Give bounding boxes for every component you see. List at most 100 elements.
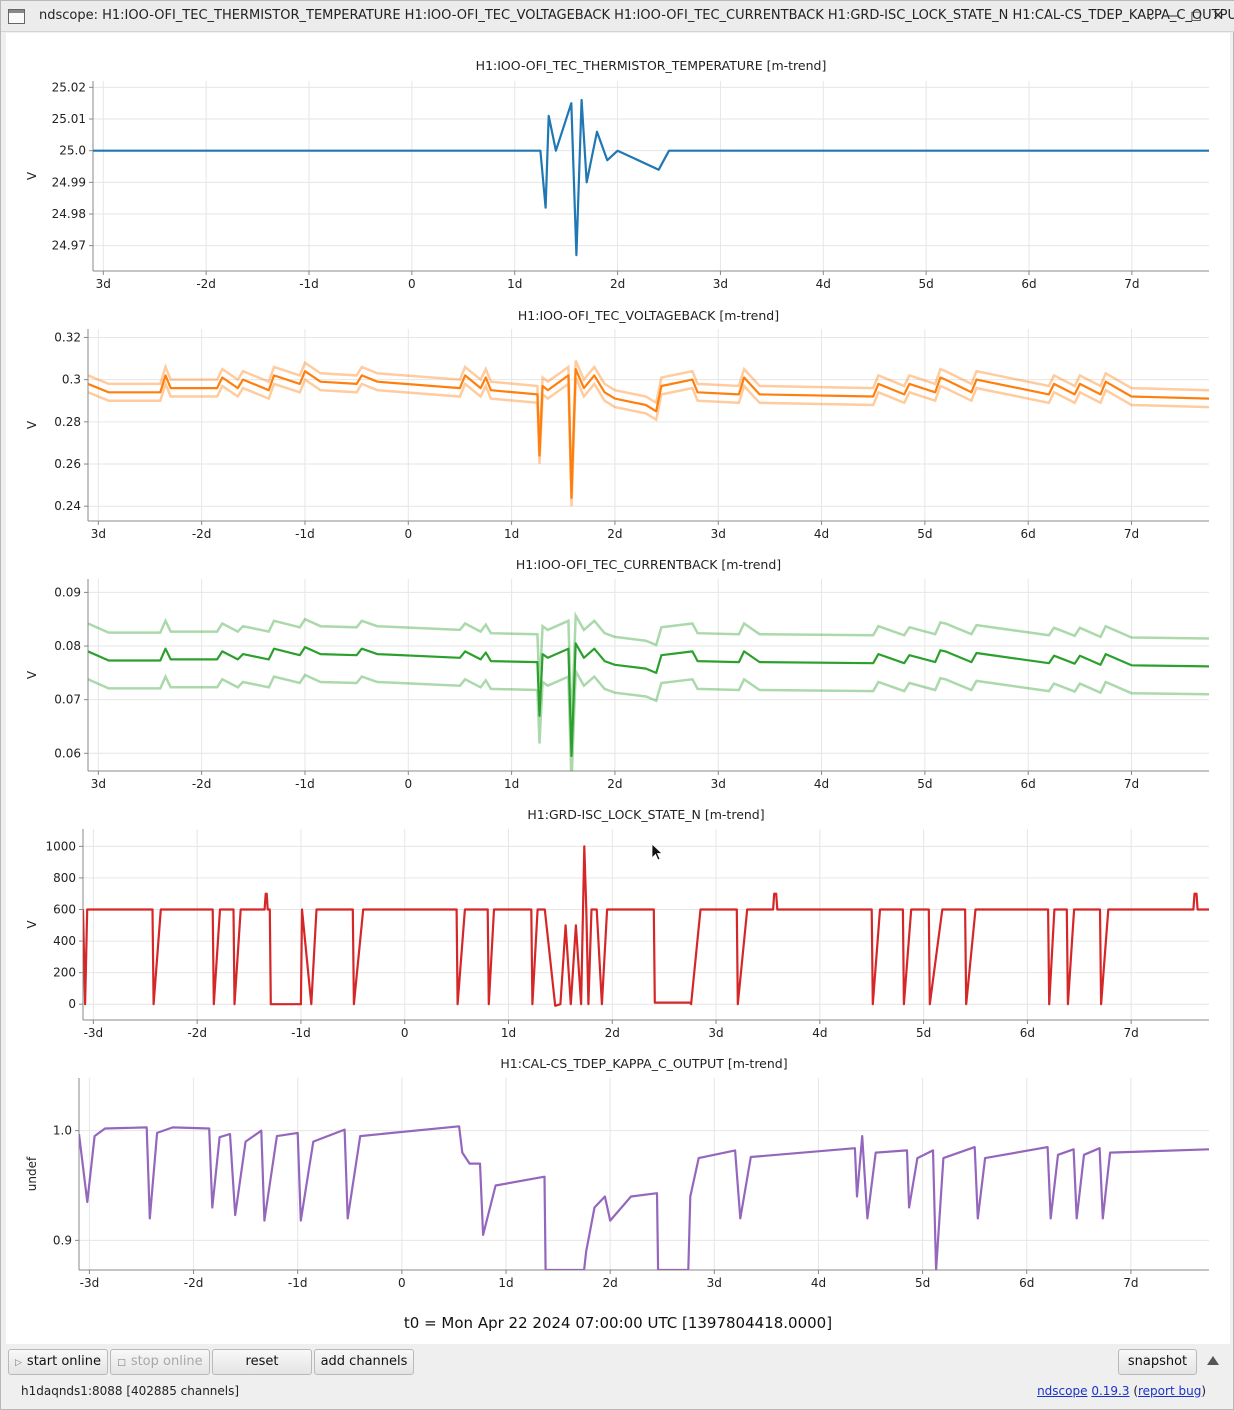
series-max-band [88, 360, 1209, 490]
x-tick-label: 7d [1124, 777, 1139, 791]
x-tick-label: 3d [96, 277, 111, 291]
y-tick-label: 24.97 [52, 239, 86, 253]
y-axis-label: V [25, 920, 39, 929]
x-tick-label: 4d [814, 777, 829, 791]
x-tick-label: 1d [507, 277, 522, 291]
y-axis-label: V [25, 670, 39, 679]
x-tick-label: 2d [607, 777, 622, 791]
x-tick-label: 2d [610, 277, 625, 291]
stop-online-button[interactable]: □ stop online [110, 1349, 210, 1375]
play-icon: ▷ [15, 1358, 22, 1368]
y-tick-label: 24.99 [52, 175, 86, 189]
y-tick-label: 0.26 [54, 457, 81, 471]
x-tick-label: -2d [192, 527, 212, 541]
maximize-icon[interactable]: ◻ [1190, 8, 1202, 24]
x-tick-label: 4d [812, 1026, 827, 1040]
y-tick-label: 0 [68, 997, 76, 1011]
x-tick-label: -3d [80, 1276, 100, 1290]
x-tick-label: 4d [811, 1276, 826, 1290]
x-tick-label: 4d [816, 277, 831, 291]
x-tick-label: 1d [504, 527, 519, 541]
start-online-label: start online [26, 1354, 101, 1369]
chart-title: H1:GRD-ISC_LOCK_STATE_N [m-trend] [527, 807, 764, 822]
y-tick-label: 600 [53, 903, 76, 917]
series-line [93, 98, 1209, 257]
x-tick-label: 6d [1021, 277, 1036, 291]
stop-icon: □ [117, 1358, 126, 1368]
x-tick-label: 3d [91, 527, 106, 541]
x-tick-label: 3d [713, 277, 728, 291]
y-tick-label: 400 [53, 934, 76, 948]
x-tick-label: -1d [299, 277, 319, 291]
start-online-button[interactable]: ▷ start online [8, 1349, 108, 1375]
chart-panel-1: H1:IOO-OFI_TEC_THERMISTOR_TEMPERATURE [m… [25, 58, 1209, 291]
x-tick-label: 7d [1124, 277, 1139, 291]
x-tick-label: 3d [711, 527, 726, 541]
series-line [83, 845, 1209, 1007]
x-tick-label: 5d [915, 1276, 930, 1290]
x-tick-label: 5d [917, 777, 932, 791]
y-axis-label: V [25, 420, 39, 429]
y-tick-label: 24.98 [52, 207, 86, 221]
x-tick-label: 5d [917, 527, 932, 541]
chart-panel-4: H1:GRD-ISC_LOCK_STATE_N [m-trend] V 0 200 40… [25, 807, 1209, 1040]
version-link[interactable]: 0.19.3 [1091, 1384, 1130, 1398]
x-tick-label: 6d [1021, 527, 1036, 541]
snapshot-button[interactable]: snapshot [1118, 1349, 1197, 1375]
server-status: h1daqnds1:8088 [402885 channels] [21, 1384, 240, 1398]
x-tick-label: 4d [814, 527, 829, 541]
chevron-down-icon[interactable]: ⌄ [1145, 8, 1157, 24]
x-tick-label: 0 [401, 1026, 409, 1040]
app-info: ndscope 0.19.3 (report bug) [1037, 1384, 1206, 1398]
chart-title: H1:IOO-OFI_TEC_THERMISTOR_TEMPERATURE [m… [476, 58, 827, 73]
stop-online-label: stop online [130, 1354, 203, 1369]
report-bug-link[interactable]: report bug [1138, 1384, 1202, 1398]
y-tick-label: 800 [53, 871, 76, 885]
x-tick-label: 3d [711, 777, 726, 791]
x-tick-label: 0 [404, 527, 412, 541]
series-line [79, 1125, 1209, 1270]
x-tick-label: -2d [192, 777, 212, 791]
series-min-band [88, 377, 1209, 507]
series-max-band [88, 611, 1209, 729]
ndscope-link[interactable]: ndscope [1037, 1384, 1088, 1398]
plots-canvas[interactable]: H1:IOO-OFI_TEC_THERMISTOR_TEMPERATURE [m… [6, 33, 1230, 1344]
triangle-up-icon[interactable] [1207, 1356, 1219, 1365]
x-tick-label: 0 [398, 1276, 406, 1290]
y-tick-label: 0.08 [54, 639, 81, 653]
t0-label: t0 = Mon Apr 22 2024 07:00:00 UTC [13978… [404, 1314, 832, 1332]
x-tick-label: 1d [501, 1026, 516, 1040]
x-tick-label: 7d [1124, 1026, 1139, 1040]
x-tick-label: 1d [504, 777, 519, 791]
chart-title: H1:CAL-CS_TDEP_KAPPA_C_OUTPUT [m-trend] [500, 1056, 787, 1071]
y-tick-label: 0.24 [54, 499, 81, 513]
x-tick-label: -3d [84, 1026, 104, 1040]
x-tick-label: 0 [408, 277, 416, 291]
x-tick-label: -2d [184, 1276, 204, 1290]
y-tick-label: 0.06 [54, 746, 81, 760]
title-bar[interactable]: ndscope: H1:IOO-OFI_TEC_THERMISTOR_TEMPE… [1, 1, 1234, 32]
x-tick-label: -1d [295, 527, 315, 541]
chart-panel-2: H1:IOO-OFI_TEC_VOLTAGEBACK [m-trend] V 0.2… [25, 308, 1209, 541]
chart-title: H1:IOO-OFI_TEC_CURRENTBACK [m-trend] [516, 557, 781, 572]
x-tick-label: 6d [1019, 1276, 1034, 1290]
x-tick-label: 5d [916, 1026, 931, 1040]
series-min-band [88, 666, 1209, 771]
y-tick-label: 0.9 [53, 1233, 72, 1247]
app-icon [8, 9, 25, 24]
plot-area[interactable]: H1:IOO-OFI_TEC_THERMISTOR_TEMPERATURE [m… [6, 33, 1230, 1344]
minimize-icon[interactable]: — [1166, 8, 1180, 24]
add-channels-button[interactable]: add channels [314, 1349, 414, 1375]
x-tick-label: 6d [1020, 1026, 1035, 1040]
x-tick-label: 2d [605, 1026, 620, 1040]
reset-button[interactable]: reset [212, 1349, 312, 1375]
chart-panel-5: H1:CAL-CS_TDEP_KAPPA_C_OUTPUT [m-trend] u… [25, 1056, 1209, 1290]
chart-title: H1:IOO-OFI_TEC_VOLTAGEBACK [m-trend] [518, 308, 779, 323]
close-icon[interactable]: ✕ [1212, 8, 1224, 24]
y-axis-label: V [25, 171, 39, 180]
y-tick-label: 25.01 [52, 112, 86, 126]
x-tick-label: 3d [707, 1276, 722, 1290]
x-tick-label: 3d [91, 777, 106, 791]
y-tick-label: 200 [53, 966, 76, 980]
x-tick-label: -2d [196, 277, 216, 291]
